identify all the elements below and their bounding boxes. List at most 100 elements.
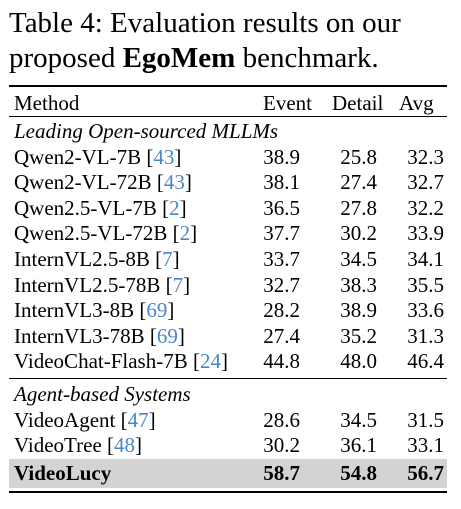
top-rule [9, 85, 447, 87]
table-row: Qwen2-VL-72B [43] 38.1 27.4 32.7 [9, 170, 447, 194]
cell-method: Qwen2-VL-72B [43] [14, 170, 192, 195]
cell-method: VideoChat-Flash-7B [24] [14, 349, 228, 374]
cell-method: InternVL2.5-78B [7] [14, 272, 191, 297]
citation-link[interactable]: 48 [114, 433, 136, 458]
cell-method: Qwen2.5-VL-72B [2] [14, 221, 198, 246]
method-name: InternVL3-8B [14, 298, 135, 323]
cell-event: 38.9 [263, 144, 300, 169]
cell-detail: 38.9 [340, 298, 377, 323]
caption-prefix: Table 4: Evaluation results on our propo… [9, 7, 401, 74]
method-name: VideoTree [14, 433, 102, 458]
header-avg: Avg [399, 91, 434, 115]
table-row: InternVL3-78B [69] 27.4 35.2 31.3 [9, 324, 447, 348]
caption-benchmark-name: EgoMem [122, 42, 236, 74]
header-detail: Detail [332, 91, 384, 115]
cell-event: 27.4 [263, 323, 300, 348]
header-row: Method Event Detail Avg [9, 91, 447, 115]
cell-method: Qwen2-VL-7B [43] [14, 144, 182, 169]
bottom-rule [9, 491, 447, 493]
method-name: InternVL3-78B [14, 323, 145, 348]
cell-avg: 32.3 [407, 144, 444, 169]
citation-link[interactable]: 7 [172, 272, 184, 297]
cell-avg: 56.7 [407, 460, 444, 485]
cell-method: InternVL3-78B [69] [14, 323, 185, 348]
section-rule [9, 378, 447, 379]
cell-event: 30.2 [263, 433, 300, 458]
table-row: VideoAgent [47] 28.6 34.5 31.5 [9, 408, 447, 432]
cell-method: InternVL2.5-8B [7] [14, 247, 180, 271]
method-name: Qwen2-VL-72B [14, 170, 152, 195]
cell-avg: 31.3 [407, 323, 444, 348]
section-title: Agent-based Systems [9, 382, 447, 406]
cell-detail: 34.5 [340, 247, 377, 271]
citation-link[interactable]: 43 [153, 144, 175, 169]
citation-link[interactable]: 7 [162, 247, 173, 271]
cell-detail: 27.4 [340, 170, 377, 195]
cell-avg: 46.4 [407, 349, 444, 374]
cell-event: 36.5 [263, 195, 300, 220]
table-row-highlighted: VideoLucy 58.7 54.8 56.7 [9, 458, 447, 488]
citation-link[interactable]: 43 [163, 170, 185, 195]
table-row: InternVL3-8B [69] 28.2 38.9 33.6 [9, 298, 447, 322]
cell-avg: 33.9 [407, 221, 444, 246]
cell-event: 58.7 [263, 460, 300, 485]
header-method: Method [14, 91, 80, 115]
cell-detail: 38.3 [340, 272, 377, 297]
caption-suffix: benchmark. [242, 42, 379, 74]
citation-link[interactable]: 24 [199, 349, 221, 374]
header-rule [9, 116, 447, 117]
cell-detail: 30.2 [340, 221, 377, 246]
cell-avg: 34.1 [407, 247, 444, 271]
cell-method: Qwen2.5-VL-7B [2] [14, 195, 187, 220]
cell-avg: 32.2 [407, 195, 444, 220]
method-name: VideoAgent [14, 407, 116, 432]
cell-detail: 36.1 [340, 433, 377, 458]
section-title: Leading Open-sourced MLLMs [9, 119, 447, 143]
table-row: InternVL2.5-8B [7] 33.7 34.5 34.1 [9, 247, 447, 271]
cell-method: VideoLucy [14, 459, 111, 488]
table-row: Qwen2.5-VL-72B [2] 37.7 30.2 33.9 [9, 221, 447, 245]
method-name: Qwen2.5-VL-7B [14, 195, 157, 220]
citation-link[interactable]: 2 [169, 195, 180, 220]
cell-avg: 35.5 [407, 272, 444, 297]
cell-avg: 31.5 [407, 407, 444, 432]
method-name: InternVL2.5-8B [14, 247, 150, 271]
table-caption: Table 4: Evaluation results on our propo… [9, 6, 457, 76]
cell-avg: 33.6 [407, 298, 444, 323]
cell-detail: 27.8 [340, 195, 377, 220]
cell-method: InternVL3-8B [69] [14, 298, 175, 323]
cell-avg: 33.1 [407, 433, 444, 458]
method-name: VideoChat-Flash-7B [14, 349, 188, 374]
citation-link[interactable]: 69 [146, 298, 168, 323]
cell-detail: 34.5 [340, 407, 377, 432]
section-title-label: Agent-based Systems [14, 382, 191, 406]
cell-method: VideoTree [48] [14, 433, 143, 458]
header-event: Event [263, 91, 312, 115]
cell-detail: 48.0 [340, 349, 377, 374]
table-row: VideoChat-Flash-7B [24] 44.8 48.0 46.4 [9, 349, 447, 373]
method-name: InternVL2.5-78B [14, 272, 161, 297]
cell-detail: 25.8 [340, 144, 377, 169]
cell-event: 33.7 [263, 247, 300, 271]
cell-method: VideoAgent [47] [14, 407, 156, 432]
citation-link[interactable]: 2 [179, 221, 191, 246]
table-row: Qwen2-VL-7B [43] 38.9 25.8 32.3 [9, 145, 447, 169]
table-row: InternVL2.5-78B [7] 32.7 38.3 35.5 [9, 273, 447, 297]
citation-link[interactable]: 69 [156, 323, 178, 348]
method-name: Qwen2.5-VL-72B [14, 221, 168, 246]
cell-event: 44.8 [263, 349, 300, 374]
citation-link[interactable]: 47 [127, 407, 149, 432]
cell-avg: 32.7 [407, 170, 444, 195]
table-row: VideoTree [48] 30.2 36.1 33.1 [9, 433, 447, 457]
method-name: VideoLucy [14, 460, 112, 485]
cell-event: 38.1 [263, 170, 300, 195]
cell-event: 37.7 [263, 221, 300, 246]
table-row: Qwen2.5-VL-7B [2] 36.5 27.8 32.2 [9, 196, 447, 220]
cell-event: 28.2 [263, 298, 300, 323]
method-name: Qwen2-VL-7B [14, 144, 142, 169]
cell-detail: 54.8 [340, 460, 377, 485]
section-title-label: Leading Open-sourced MLLMs [14, 119, 279, 143]
cell-detail: 35.2 [340, 323, 377, 348]
cell-event: 32.7 [263, 272, 300, 297]
